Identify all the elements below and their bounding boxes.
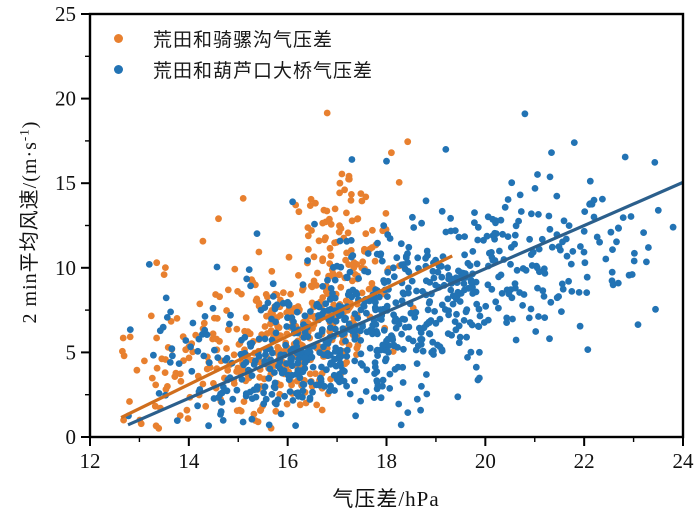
svg-text:5: 5 (66, 340, 77, 364)
legend: 荒田和骑骡沟气压差 荒田和葫芦口大桥气压差 (100, 27, 374, 82)
y-axis-title: 2 min平均风速/(m·s-1) (13, 50, 41, 394)
y-axis-title-superscript: -1 (16, 128, 32, 142)
x-axis-tick-labels: 12 14 16 18 20 22 24 (80, 449, 695, 473)
svg-text:25: 25 (55, 2, 76, 26)
svg-text:16: 16 (277, 449, 298, 473)
svg-text:0: 0 (66, 425, 77, 449)
y-axis-title-close: ) (19, 120, 41, 129)
svg-text:14: 14 (178, 449, 200, 473)
svg-text:12: 12 (80, 449, 101, 473)
legend-item-qiluogou: 荒田和骑骡沟气压差 (100, 27, 373, 51)
scatter-series-0 (119, 109, 417, 432)
y-axis-ticks (81, 13, 90, 438)
svg-text:20: 20 (55, 87, 76, 111)
legend-label-hulukou: 荒田和葫芦口大桥气压差 (153, 60, 374, 82)
svg-text:24: 24 (673, 449, 695, 473)
orange-dot-marker-icon (114, 33, 123, 43)
y-axis-tick-labels: 0 5 10 15 20 25 (55, 2, 76, 449)
x-axis-ticks (89, 437, 684, 446)
svg-text:22: 22 (574, 449, 595, 473)
svg-text:10: 10 (55, 256, 76, 280)
legend-item-hulukou: 荒田和葫芦口大桥气压差 (100, 58, 374, 82)
svg-text:18: 18 (376, 449, 397, 473)
blue-dot-marker-icon (114, 64, 123, 74)
x-axis-title: 气压差/hPa (332, 487, 440, 511)
legend-label-qiluogou: 荒田和骑骡沟气压差 (153, 29, 334, 51)
trendline-series-1 (127, 180, 683, 427)
svg-text:15: 15 (55, 171, 76, 195)
y-axis-title-text: 2 min平均风速/(m·s (19, 141, 41, 324)
trendline-series-0 (120, 254, 453, 419)
plot-frame (88, 12, 685, 439)
svg-text:20: 20 (475, 449, 496, 473)
scatter-series-1 (125, 110, 677, 430)
